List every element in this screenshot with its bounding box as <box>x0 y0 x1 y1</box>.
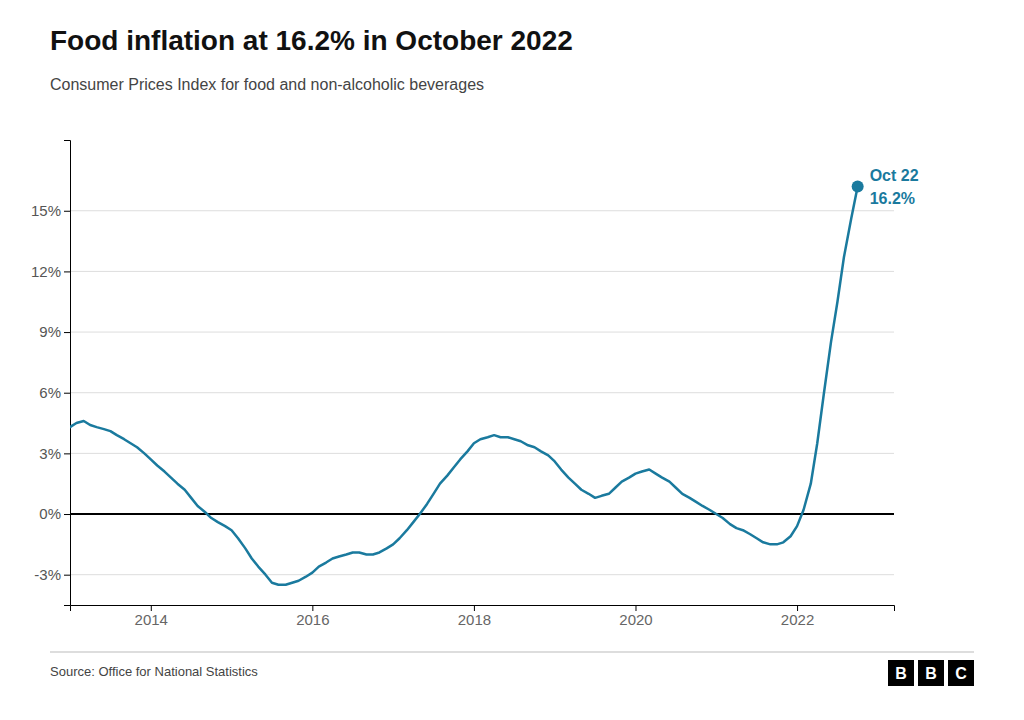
x-axis: 2014 2016 2018 2020 2022 <box>71 605 895 628</box>
line <box>70 187 858 585</box>
y-axis-line <box>64 141 71 606</box>
annotation: 16.2% <box>870 190 915 207</box>
y-tick-mark <box>64 514 70 515</box>
y-tick: 3% <box>39 445 70 462</box>
logo-box <box>948 660 974 686</box>
y-tick-mark <box>64 271 70 272</box>
subtitle: Consumer Prices Index for food and non-a… <box>50 76 484 93</box>
y-tick: 12% <box>31 263 70 280</box>
x-tick-label: 2018 <box>458 611 491 628</box>
separator <box>50 652 974 653</box>
end-dot <box>852 181 864 193</box>
marks <box>70 181 894 585</box>
logo-box <box>918 660 944 686</box>
y-tick-label: 15% <box>31 202 61 219</box>
y-tick: -3% <box>34 566 70 583</box>
x-tick: 2014 <box>135 605 168 628</box>
y-tick-label: -3% <box>34 566 61 583</box>
plot-area: -3% 0% 3% 6% 9% 12% 15% 2014 2016 2018 2020 2022 Oct… <box>31 141 919 628</box>
y-tick-label: 12% <box>31 263 61 280</box>
logo-letter: C <box>955 665 967 682</box>
x-tick-label: 2022 <box>781 611 814 628</box>
y-tick-mark <box>64 211 70 212</box>
grid <box>70 211 894 575</box>
grid-line <box>70 574 894 575</box>
y-tick: 6% <box>39 384 70 401</box>
x-tick-label: 2016 <box>296 611 329 628</box>
x-tick: 2018 <box>458 605 491 628</box>
zero-line <box>70 513 894 515</box>
y-tick: 15% <box>31 202 70 219</box>
x-tick: 2022 <box>781 605 814 628</box>
grid-line <box>70 392 894 393</box>
y-tick: 9% <box>39 323 70 340</box>
logo-letter: B <box>895 665 907 682</box>
source: Source: Office for National Statistics <box>50 664 258 679</box>
y-tick-label: 9% <box>39 323 61 340</box>
x-tick-label: 2014 <box>135 611 168 628</box>
y-tick: 0% <box>39 505 70 522</box>
annotations: Oct 22 16.2% <box>870 167 919 207</box>
y-tick-mark <box>64 393 70 394</box>
y-tick-label: 0% <box>39 505 61 522</box>
x-tick: 2020 <box>619 605 652 628</box>
grid-line <box>70 271 894 272</box>
title: Food inflation at 16.2% in October 2022 <box>50 25 573 56</box>
logo-letter: B <box>925 665 937 682</box>
grid-line <box>70 332 894 333</box>
y-tick-mark <box>64 453 70 454</box>
logo-box <box>888 660 914 686</box>
y-tick-label: 3% <box>39 445 61 462</box>
y-axis: -3% 0% 3% 6% 9% 12% 15% <box>31 141 71 606</box>
chart: Food inflation at 16.2% in October 2022 C… <box>0 0 1024 720</box>
grid-line <box>70 514 894 515</box>
logo: BBC <box>888 660 974 686</box>
grid-line <box>70 453 894 454</box>
annotation: Oct 22 <box>870 167 919 184</box>
y-tick-mark <box>64 332 70 333</box>
y-tick-mark <box>64 575 70 576</box>
grid-line <box>70 210 894 211</box>
x-tick: 2016 <box>296 605 329 628</box>
x-tick-label: 2020 <box>619 611 652 628</box>
y-tick-label: 6% <box>39 384 61 401</box>
